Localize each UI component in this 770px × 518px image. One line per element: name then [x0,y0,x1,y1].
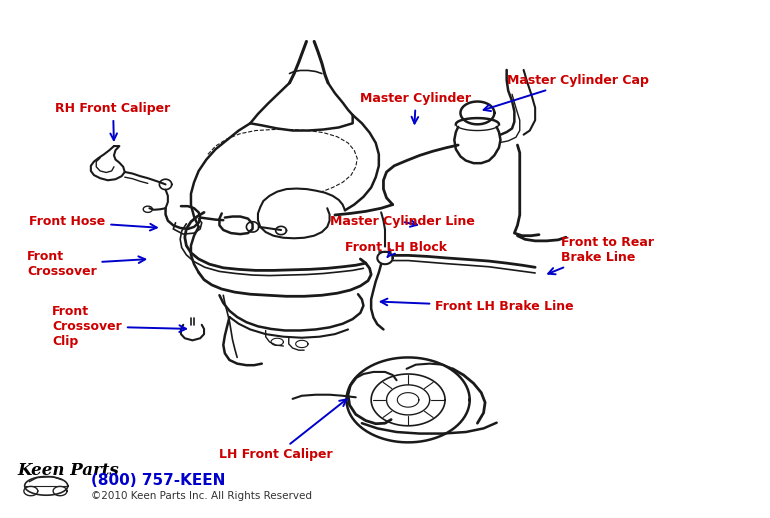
Text: Master Cylinder Line: Master Cylinder Line [330,215,474,228]
Text: Front
Crossover
Clip: Front Crossover Clip [52,305,186,348]
Text: ©2010 Keen Parts Inc. All Rights Reserved: ©2010 Keen Parts Inc. All Rights Reserve… [91,491,312,501]
Text: LH Front Caliper: LH Front Caliper [219,399,346,462]
Text: Front
Crossover: Front Crossover [27,250,146,278]
Text: RH Front Caliper: RH Front Caliper [55,102,171,140]
Text: Front to Rear
Brake Line: Front to Rear Brake Line [548,236,654,274]
Text: Front LH Brake Line: Front LH Brake Line [380,298,574,313]
Text: Front Hose: Front Hose [29,215,157,231]
Text: Keen Parts: Keen Parts [17,462,119,479]
Text: Front LH Block: Front LH Block [345,241,447,257]
Text: Master Cylinder: Master Cylinder [360,92,471,123]
Text: Master Cylinder Cap: Master Cylinder Cap [484,74,648,111]
Text: (800) 757-KEEN: (800) 757-KEEN [91,473,226,488]
